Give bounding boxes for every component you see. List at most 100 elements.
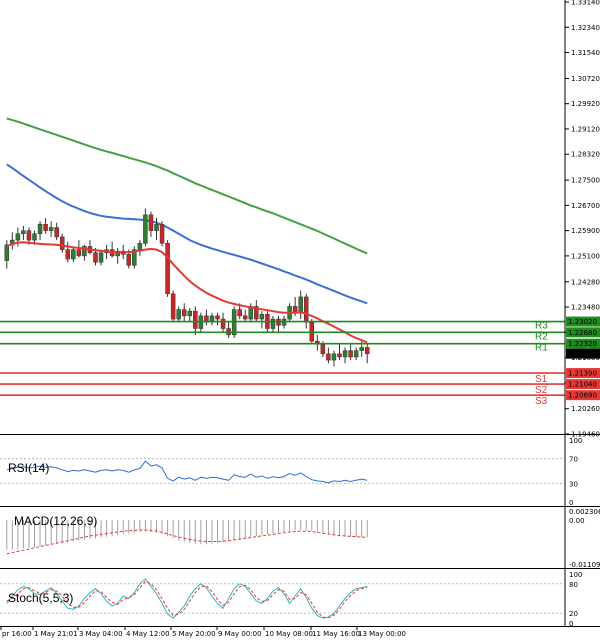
support-price-label: 1.20690 [568, 392, 597, 400]
support-price-label: 1.21040 [568, 381, 597, 389]
resistance-price-box [566, 316, 600, 327]
candle-body [15, 233, 21, 241]
support-name-s1: S1 [535, 374, 548, 385]
candle-body [98, 252, 104, 263]
candle-body [126, 254, 132, 266]
candle-body [193, 310, 198, 329]
resistance-price-label: 1.22680 [568, 329, 597, 337]
price-tick-label: 1.24280 [571, 278, 600, 286]
price-tick-label: 1.25100 [571, 252, 600, 260]
candle-body [4, 244, 10, 261]
stoch-tick-label: 80 [569, 581, 578, 589]
candle-body [43, 224, 48, 231]
support-price-label: 1.21390 [568, 370, 597, 378]
candle-body [148, 214, 154, 231]
rsi-tick-label: 70 [569, 456, 578, 464]
candle-body [54, 227, 59, 238]
price-tick-label: 1.29920 [571, 100, 600, 108]
candle-body [303, 296, 309, 323]
macd-tick-label: 0.00 [569, 517, 585, 525]
support-price-box [566, 390, 600, 401]
candle-body [187, 310, 193, 317]
candle-body [165, 243, 170, 295]
macd-title: MACD(12,26,9) [14, 514, 98, 528]
time-tick-label: pr 16:00 [2, 630, 32, 638]
candle-body [359, 347, 364, 351]
price-tick-label: 1.29120 [571, 125, 600, 133]
candle-body [76, 249, 82, 257]
candle-body [21, 230, 26, 235]
rsi-tick-label: 0 [569, 499, 573, 507]
resistance-price-label: 1.22320 [568, 340, 597, 348]
chart-frame [0, 0, 600, 627]
resistance-price-box [566, 338, 600, 349]
candle-body [331, 353, 337, 361]
candle-body [364, 347, 370, 355]
price-tick-label: 1.23480 [571, 304, 600, 312]
macd-tick-label: -0.011092 [569, 561, 600, 569]
rsi-panel[interactable]: 100 70 30 0 [0, 437, 582, 507]
candle-body [320, 344, 326, 355]
candle-body [48, 227, 54, 231]
candle-body [26, 230, 32, 241]
candle-body [93, 252, 98, 263]
candle-body [37, 224, 43, 235]
candle-body [348, 350, 353, 358]
time-tick-label: 1 May 21:01 [34, 630, 78, 638]
ma-mid-line [6, 163, 368, 305]
candle-body [32, 233, 37, 241]
candle-body [353, 350, 359, 358]
candle-body [254, 306, 259, 320]
candle-body [65, 249, 71, 260]
stoch-k-line [6, 578, 368, 619]
resistance-price-box [566, 327, 600, 338]
support-name-s3: S3 [535, 396, 548, 407]
resistance-name-r1: R1 [535, 343, 548, 354]
support-price-box [566, 379, 600, 390]
rsi-tick-label: 30 [569, 480, 578, 488]
candle-body [59, 236, 65, 250]
price-panel[interactable]: 1.33140 1.32340 1.31540 1.30720 1.29920 1.291… [0, 0, 600, 439]
price-tick-label: 1.28320 [571, 151, 600, 159]
time-axis: pr 16:00 1 May 21:01 3 May 04:00 4 May 12:0… [0, 626, 406, 638]
macd-tick-label: 0.002306 [569, 508, 600, 516]
candle-body [220, 318, 226, 329]
candle-body [115, 250, 120, 257]
price-tick-label: 1.30720 [571, 75, 600, 83]
stoch-tick-label: 0 [569, 620, 573, 628]
candle-body [170, 293, 176, 320]
resistance-price-label: 1.23020 [568, 318, 597, 326]
price-tick-label: 1.27500 [571, 177, 600, 185]
price-tick-label: 1.33140 [571, 0, 600, 7]
candle-body [326, 353, 331, 361]
candle-body [237, 309, 242, 317]
time-tick-label: 11 May 16:00 [312, 630, 360, 638]
candle-body [71, 249, 76, 260]
candle-body [181, 309, 187, 317]
macd-signal-line [6, 529, 368, 555]
support-name-s2: S2 [535, 385, 548, 396]
candle-body [298, 296, 303, 313]
stoch-title: Stoch(5,5,3) [8, 591, 74, 605]
rsi-title: RSI(14) [8, 461, 50, 475]
candle-body [154, 224, 159, 231]
resistance-name-r2: R2 [535, 331, 548, 342]
stoch-tick-label: 100 [569, 571, 582, 579]
price-tick-label: 1.20260 [571, 405, 600, 413]
candle-body [337, 353, 342, 358]
candle-body [342, 350, 348, 358]
resistance-name-r3: R3 [535, 321, 548, 332]
stoch-panel[interactable]: 100 80 20 0 [0, 571, 582, 628]
candle-body [82, 246, 87, 257]
current-price-label: 1.22004 [568, 350, 597, 358]
time-tick-label: 4 May 12:00 [126, 630, 170, 638]
candle-body [259, 314, 265, 320]
candle-body [270, 318, 276, 329]
stoch-tick-label: 20 [569, 610, 578, 618]
stoch-d-line [6, 580, 368, 619]
candle-body [137, 243, 143, 250]
time-tick-label: 9 May 00:00 [218, 630, 262, 638]
time-tick-label: 10 May 08:00 [265, 630, 313, 638]
candle-body [132, 249, 137, 266]
